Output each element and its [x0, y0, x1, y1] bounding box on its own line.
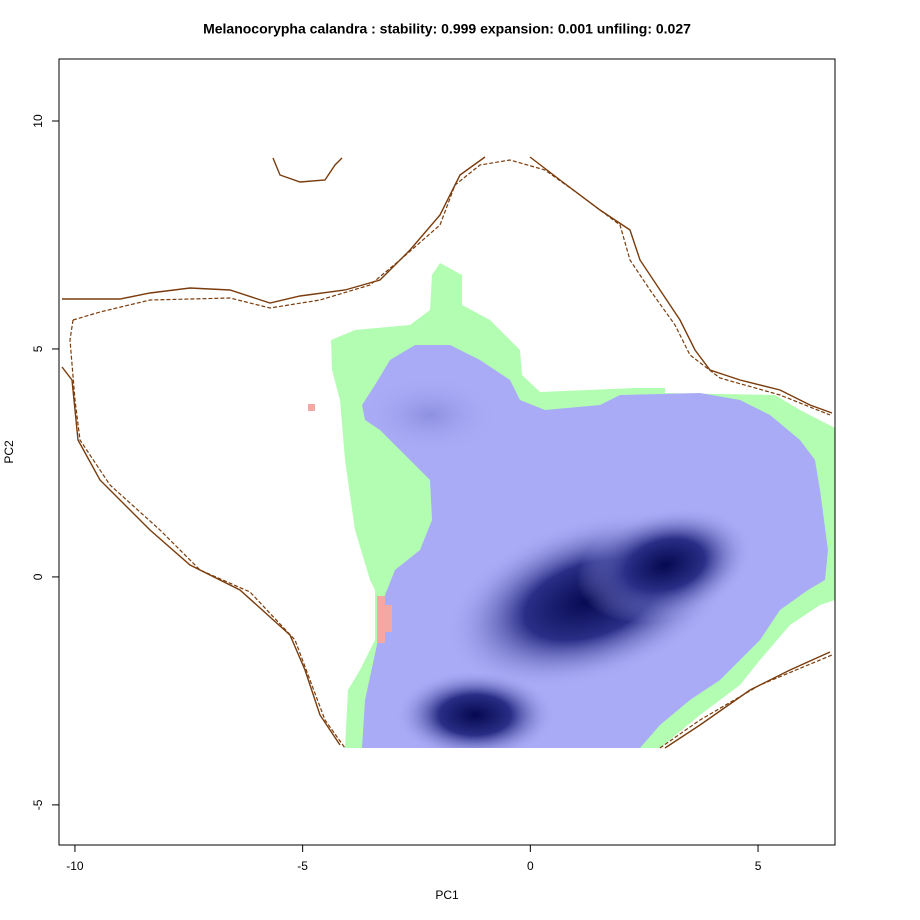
y-tick-label: 10	[31, 114, 45, 128]
niche-layers	[61, 156, 835, 749]
chart-title: Melanocorypha calandra : stability: 0.99…	[203, 21, 691, 37]
background-contour	[529, 156, 833, 414]
background-contour	[61, 366, 341, 746]
x-tick-label: -5	[297, 859, 308, 873]
background-contour-dashed	[659, 654, 833, 749]
plot-frame	[58, 58, 836, 846]
background-contour-dashed	[69, 319, 346, 749]
background-contour-dashed	[72, 159, 831, 416]
unfilling-cell	[308, 404, 315, 411]
x-tick-label: -10	[66, 859, 84, 873]
x-tick-label: 0	[527, 859, 534, 873]
background-contour	[664, 651, 831, 749]
y-tick-label: 0	[31, 573, 45, 580]
x-tick-label: 5	[755, 859, 762, 873]
background-contour	[272, 157, 343, 183]
x-axis-label: PC1	[435, 888, 459, 902]
background-contour	[62, 156, 486, 304]
y-axis-label: PC2	[2, 440, 16, 464]
y-tick-label: -5	[31, 799, 45, 810]
unfilling-area	[377, 596, 392, 643]
y-tick-label: 5	[31, 345, 45, 352]
